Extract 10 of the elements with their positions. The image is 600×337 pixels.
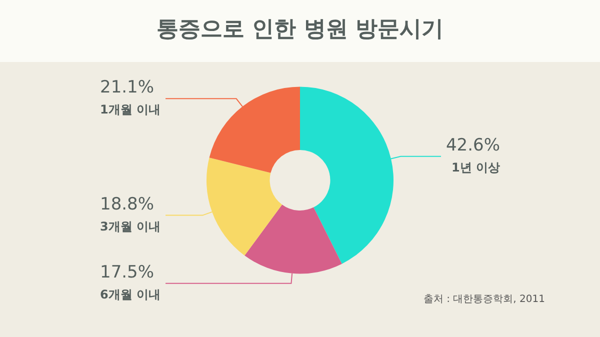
data-label: 18.8%: [100, 194, 154, 214]
chart-title: 통증으로 인한 병원 방문시기: [156, 16, 444, 44]
slice-label: 1개월 이내: [100, 102, 161, 117]
data-label: 42.6%: [446, 135, 500, 156]
slice-label: 6개월 이내: [100, 287, 161, 302]
data-label: 21.1%: [100, 78, 154, 98]
source-note: 출처 : 대한통증학회, 2011: [423, 293, 545, 306]
slice-label: 3개월 이내: [100, 219, 161, 234]
data-label: 17.5%: [100, 262, 154, 282]
slice-label: 1년 이상: [451, 160, 500, 174]
